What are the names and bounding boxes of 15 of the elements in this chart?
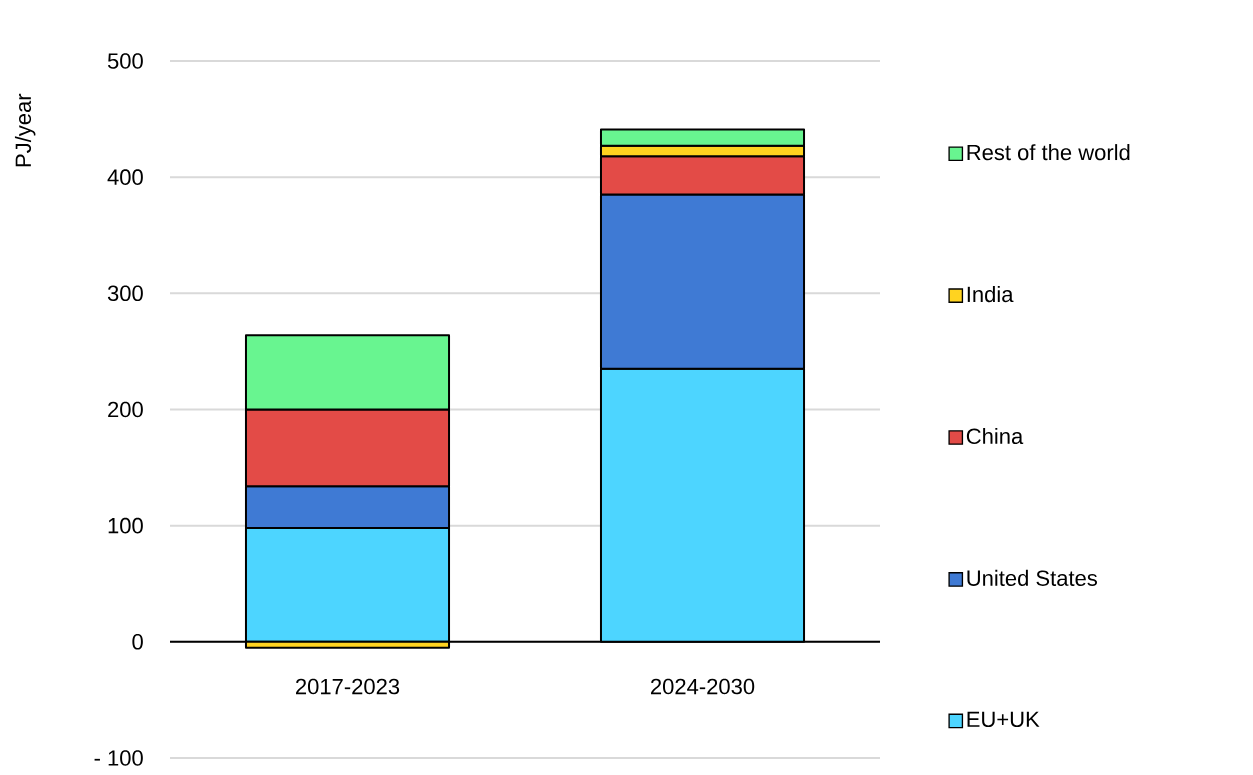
y-tick-label: 0	[132, 634, 143, 650]
legend-label: United States	[967, 569, 1098, 586]
legend-label: China	[966, 427, 1024, 445]
legend-label: Rest of the world	[967, 144, 1130, 161]
x-tick-label: 2017-2023	[296, 678, 400, 695]
legend-label: EU+UK	[967, 711, 1040, 728]
y-tick-label: 400	[107, 169, 143, 185]
y-tick-label: 500	[107, 53, 143, 69]
y-tick-label: 100	[108, 517, 143, 534]
y-tick-label: - 100	[94, 750, 143, 766]
y-axis-title: PJ/year	[14, 93, 36, 167]
y-tick-label: 200	[108, 401, 143, 418]
x-tick-label: 2024-2030	[651, 678, 755, 695]
legend-label: India	[967, 286, 1014, 303]
y-tick-label: 300	[107, 285, 143, 302]
